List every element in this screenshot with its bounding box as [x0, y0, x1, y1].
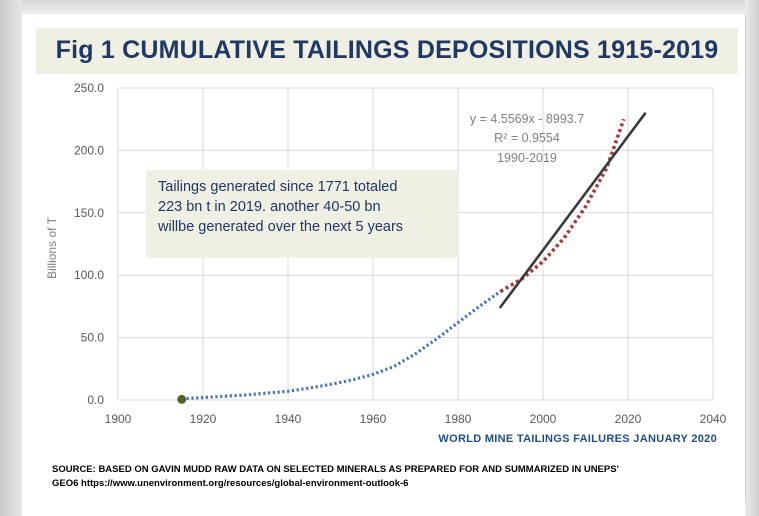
x-tick-label: 2020: [615, 412, 642, 426]
y-tick-label: 50.0: [81, 331, 105, 345]
callout-line-3: willbe generated over the next 5 years: [158, 219, 404, 235]
background-top: [0, 0, 759, 14]
y-tick-label: 200.0: [74, 143, 104, 157]
trend-equation: y = 4.5569x - 8993.7: [470, 112, 584, 126]
source-note: SOURCE: BASED ON GAVIN MUDD RAW DATA ON …: [52, 463, 732, 491]
source-line-2: GEO6 https://www.unenvironment.org/resou…: [52, 478, 409, 489]
y-tick-label: 150.0: [74, 206, 104, 220]
x-tick-label: 2000: [530, 412, 557, 426]
series-line-2: [499, 118, 626, 293]
background-right: [745, 0, 759, 516]
chart-title: Fig 1 CUMULATIVE TAILINGS DEPOSITIONS 19…: [55, 36, 719, 64]
x-axis-title: WORLD MINE TAILINGS FAILURES JANUARY 202…: [438, 433, 717, 445]
y-tick-label: 0.0: [87, 393, 104, 407]
y-axis-ticks: 0.0 50.0 100.0 150.0 200.0 250.0: [74, 81, 104, 407]
x-tick-label: 1960: [360, 412, 387, 426]
background-left: [0, 0, 22, 516]
x-tick-label: 2040: [700, 412, 727, 426]
y-tick-label: 250.0: [74, 81, 104, 95]
y-tick-label: 100.0: [74, 268, 104, 282]
x-axis-ticks: 1900 1920 1940 1960 1980 2000 2020 2040: [105, 412, 727, 426]
trend-r2: R² = 0.9554: [494, 131, 560, 145]
trendline: [499, 112, 647, 309]
start-point-marker: [177, 394, 187, 404]
y-axis-title: Billions of T: [45, 216, 59, 278]
callout-line-2: 223 bn t in 2019. another 40-50 bn: [158, 199, 381, 215]
x-tick-label: 1900: [105, 412, 132, 426]
title-band: [36, 28, 738, 74]
figure-card: [22, 14, 746, 502]
x-tick-label: 1920: [190, 412, 217, 426]
trend-range: 1990-2019: [497, 151, 557, 165]
callout-text: Tailings generated since 1771 totaled 22…: [158, 177, 458, 237]
x-tick-label: 1940: [275, 412, 302, 426]
source-line-1: SOURCE: BASED ON GAVIN MUDD RAW DATA ON …: [52, 464, 619, 475]
series-line-1: [181, 290, 502, 401]
callout-box: [146, 170, 458, 258]
callout-line-1: Tailings generated since 1771 totaled: [158, 179, 398, 195]
x-tick-label: 1980: [445, 412, 472, 426]
